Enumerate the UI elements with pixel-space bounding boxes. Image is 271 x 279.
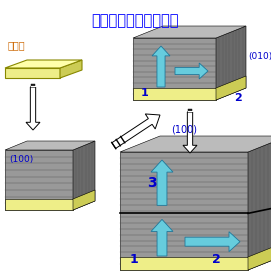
Polygon shape — [73, 190, 95, 210]
Polygon shape — [5, 141, 95, 150]
Polygon shape — [248, 136, 271, 270]
Polygon shape — [26, 87, 40, 130]
Polygon shape — [183, 112, 197, 153]
Polygon shape — [133, 26, 246, 38]
Text: 種結晶: 種結晶 — [8, 40, 26, 50]
Polygon shape — [5, 150, 73, 210]
Bar — [188, 109, 192, 112]
Polygon shape — [120, 136, 271, 152]
Polygon shape — [120, 257, 248, 270]
Polygon shape — [5, 60, 82, 68]
Polygon shape — [175, 63, 208, 79]
Polygon shape — [120, 152, 248, 270]
Polygon shape — [151, 219, 173, 256]
Text: (100): (100) — [9, 155, 33, 164]
Polygon shape — [133, 38, 216, 100]
Text: 図１　繰返し成長技術: 図１ 繰返し成長技術 — [91, 13, 179, 28]
Polygon shape — [5, 199, 73, 210]
Text: (100): (100) — [171, 124, 197, 134]
Bar — [31, 84, 36, 87]
Polygon shape — [151, 160, 173, 205]
Polygon shape — [185, 232, 240, 252]
Text: 3: 3 — [147, 176, 157, 190]
Text: 1: 1 — [141, 88, 149, 98]
Text: 2: 2 — [212, 253, 221, 266]
Polygon shape — [216, 76, 246, 100]
Polygon shape — [5, 68, 60, 78]
Polygon shape — [133, 88, 216, 100]
Polygon shape — [248, 241, 271, 270]
Polygon shape — [73, 141, 95, 210]
Polygon shape — [112, 114, 160, 148]
Polygon shape — [152, 46, 170, 87]
Polygon shape — [216, 26, 246, 100]
Text: 1: 1 — [130, 253, 139, 266]
Text: 2: 2 — [234, 93, 242, 103]
Text: (010): (010) — [248, 52, 271, 61]
Polygon shape — [60, 60, 82, 78]
